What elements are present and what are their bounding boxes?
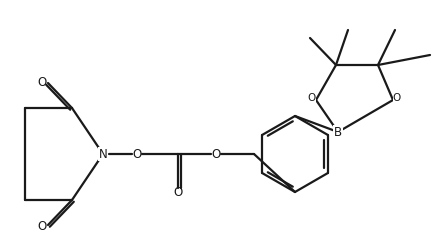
- Text: O: O: [308, 93, 316, 103]
- Text: O: O: [211, 148, 220, 160]
- Text: O: O: [37, 219, 47, 232]
- Text: O: O: [132, 148, 142, 160]
- Text: O: O: [393, 93, 401, 103]
- Text: O: O: [37, 76, 47, 89]
- Text: N: N: [99, 148, 108, 160]
- Text: B: B: [334, 125, 342, 138]
- Text: O: O: [173, 186, 183, 200]
